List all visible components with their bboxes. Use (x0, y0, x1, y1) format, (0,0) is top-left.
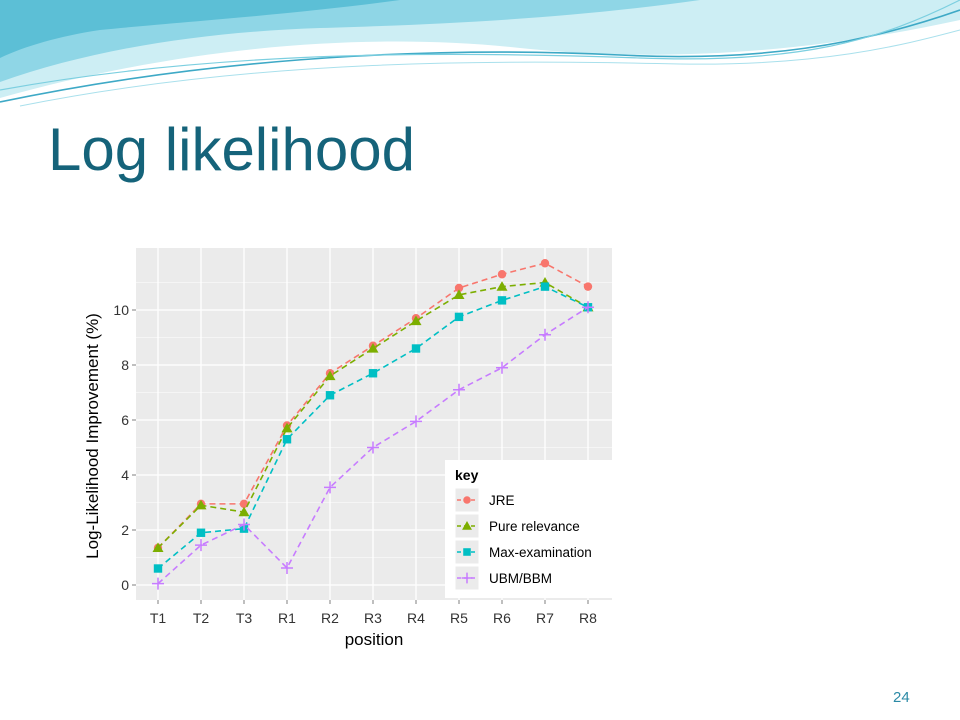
data-point (239, 499, 249, 509)
data-point (453, 383, 465, 396)
data-point (454, 283, 464, 293)
legend-title: key (455, 467, 479, 483)
slide-title: Log likelihood (48, 116, 415, 183)
legend-key-marker (461, 572, 473, 584)
x-tick-label: R2 (321, 610, 339, 626)
legend: key JRE Pure relevance Max-examination UBM/B… (445, 460, 613, 598)
x-tick-label: T2 (193, 610, 210, 626)
series-layer (152, 259, 594, 590)
wave-line-2 (0, 0, 960, 91)
data-point (152, 577, 164, 590)
series-line (157, 285, 589, 570)
y-tick-label: 6 (121, 412, 129, 428)
data-point (281, 422, 293, 433)
x-tick-label: R5 (450, 610, 468, 626)
data-point (410, 315, 422, 326)
data-point (153, 564, 163, 573)
x-tick-label: T1 (150, 610, 167, 626)
legend-entry-label: Max-examination (489, 545, 592, 560)
x-tick-label: R7 (536, 610, 554, 626)
x-axis-label: position (345, 630, 404, 649)
wave-line-1 (0, 9, 960, 103)
data-point (497, 296, 507, 305)
data-point (281, 561, 293, 574)
y-tick-label: 10 (113, 302, 129, 318)
data-point (195, 499, 207, 510)
data-point (410, 415, 422, 428)
data-point (582, 301, 594, 314)
data-point (411, 344, 421, 353)
x-tick-label: R3 (364, 610, 382, 626)
data-point (325, 391, 335, 400)
x-tick-label: R8 (579, 610, 597, 626)
legend-entry-label: UBM/BBM (489, 571, 552, 586)
wave-band-dark (0, 0, 400, 58)
data-point (540, 282, 550, 291)
x-tick-label: R4 (407, 610, 425, 626)
series-ubm-bbm (152, 301, 594, 590)
header-wave-decoration (0, 0, 960, 107)
wave-line-3 (19, 29, 960, 107)
data-point (152, 542, 164, 552)
y-tick-label: 8 (121, 357, 129, 373)
data-point (367, 441, 379, 454)
y-tick-label: 0 (121, 577, 129, 593)
data-point (453, 289, 465, 299)
legend-key-marker (462, 521, 472, 530)
data-point (195, 539, 207, 552)
legend-key-marker (463, 548, 471, 556)
y-tick-label: 4 (121, 467, 129, 483)
legend-entry-label: Pure relevance (489, 519, 580, 534)
x-tick-label: R1 (278, 610, 296, 626)
data-point (282, 435, 292, 444)
data-point (496, 361, 508, 374)
data-point (540, 259, 550, 268)
x-tick-label: T3 (236, 610, 253, 626)
data-point (454, 312, 464, 322)
data-point (324, 481, 336, 494)
y-axis-ticks: 0 2 4 6 8 10 (113, 302, 136, 593)
data-point (368, 369, 378, 378)
data-point (196, 528, 206, 537)
data-point (238, 506, 250, 517)
page-number: 24 (893, 689, 910, 706)
data-point (238, 518, 250, 531)
data-point (496, 281, 508, 291)
x-axis-ticks: T1 T2 T3 R1 R2 R3 R4 R5 R6 R7 R8 (150, 600, 597, 626)
data-point (497, 270, 507, 279)
legend-key-marker (463, 496, 471, 504)
legend-entry-label: JRE (489, 493, 515, 508)
data-point (367, 343, 379, 353)
x-tick-label: R6 (493, 610, 511, 626)
data-point (324, 370, 336, 381)
y-axis-label: Log-Likelihood Improvement (%) (83, 313, 102, 559)
data-point (583, 282, 593, 291)
data-point (539, 328, 551, 341)
y-tick-label: 2 (121, 522, 129, 538)
